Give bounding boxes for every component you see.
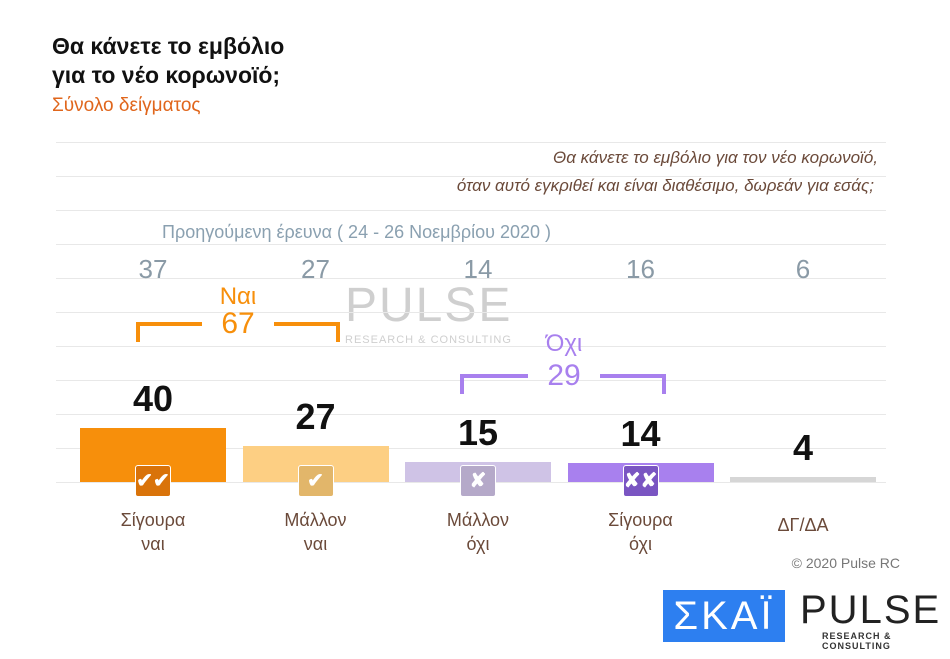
gridline (56, 346, 886, 347)
bracket-right-tick (662, 374, 666, 394)
question-line-2: όταν αυτό εγκριθεί και είναι διαθέσιμο, … (456, 176, 874, 195)
bracket-left (136, 322, 202, 326)
previous-survey-label: Προηγούμενη έρευνα ( 24 - 26 Νοεμβρίου 2… (162, 222, 551, 242)
previous-value: 16 (626, 254, 655, 284)
bracket-left-tick (136, 322, 140, 342)
category-label: Μάλλον όχι (405, 508, 551, 556)
gridline (56, 176, 886, 177)
group-label: Όχι (545, 330, 583, 357)
pulse-logo-subtitle: RESEARCH & CONSULTING (822, 631, 892, 651)
check-icon: ✔ (297, 465, 334, 497)
watermark-subtitle: RESEARCH & CONSULTING (345, 334, 512, 346)
skai-logo: ΣΚΑΪ (663, 590, 785, 642)
value-label: 4 (792, 426, 814, 468)
previous-value: 14 (463, 254, 493, 284)
double-cross-icon: ✘✘ (622, 465, 659, 497)
category-label: Σίγουρα όχι (568, 508, 714, 556)
subtitle: Σύνολο δείγματος (52, 95, 201, 116)
value-label: 15 (457, 411, 499, 453)
gridline (56, 278, 886, 279)
gridline (56, 142, 886, 143)
value-label: 27 (295, 395, 336, 437)
previous-value: 6 (795, 254, 811, 284)
bracket-right (600, 374, 666, 378)
category-label-line: Μάλλον (284, 510, 347, 530)
category-label: ΔΓ/ΔΑ (730, 513, 876, 537)
category-label-line: ναι (303, 534, 328, 554)
value-label: 40 (132, 378, 174, 419)
bracket-left-tick (460, 374, 464, 394)
previous-value: 27 (301, 254, 330, 284)
value-label: 14 (620, 413, 661, 455)
gridline (56, 312, 886, 313)
category-label-line: Σίγουρα (120, 510, 186, 530)
gridline (56, 448, 886, 449)
page-title: Θα κάνετε το εμβόλιο για το νέο κορωνοϊό; (52, 32, 284, 90)
category-label-line: Μάλλον (446, 510, 510, 530)
bar (730, 476, 876, 482)
bracket-right (274, 322, 340, 326)
gridline (56, 414, 886, 415)
cross-icon: ✘ (460, 465, 496, 497)
category-label: Μάλλον ναι (243, 508, 389, 556)
gridline (56, 210, 886, 211)
group-label: Ναι (219, 283, 257, 310)
bracket-left (460, 374, 528, 378)
bracket-right-tick (336, 322, 340, 342)
pulse-logo: PULSE (800, 588, 942, 632)
category-label-line: ναι (141, 534, 165, 554)
gridline (56, 244, 886, 245)
gridline (56, 380, 886, 381)
double-check-icon: ✔✔ (135, 465, 171, 497)
group-total: 67 (221, 307, 255, 340)
title-line-2: για το νέο κορωνοϊό; (52, 62, 281, 88)
previous-value: 37 (138, 254, 168, 284)
category-label-line: ΔΓ/ΔΑ (777, 515, 829, 535)
category-label: Σίγουρα ναι (80, 508, 226, 556)
question-line-1: Θα κάνετε το εμβόλιο για τον νέο κορωνοϊ… (553, 148, 878, 167)
copyright: © 2020 Pulse RC (791, 555, 900, 571)
group-total: 29 (547, 359, 581, 392)
category-label-line: Σίγουρα (608, 510, 673, 530)
category-label-line: όχι (466, 534, 490, 554)
category-label-line: όχι (629, 534, 652, 554)
title-line-1: Θα κάνετε το εμβόλιο (52, 33, 285, 59)
watermark-logo: PULSE (345, 279, 513, 332)
